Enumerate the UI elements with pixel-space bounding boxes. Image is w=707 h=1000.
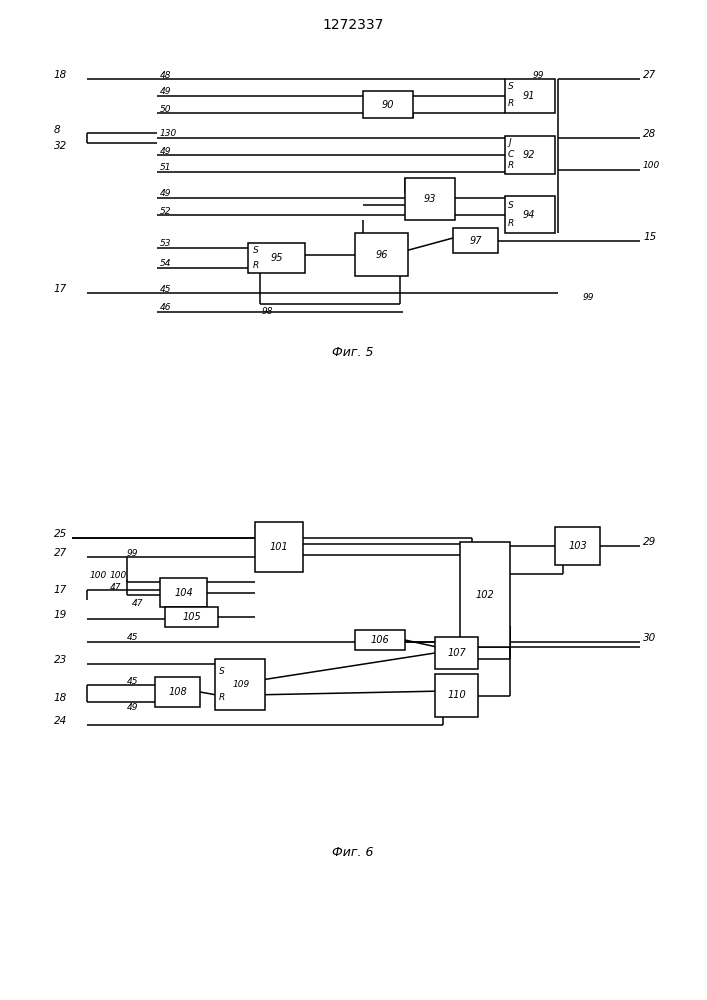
Text: R: R bbox=[508, 161, 514, 170]
Text: 109: 109 bbox=[233, 680, 250, 689]
Text: Фиг. 5: Фиг. 5 bbox=[332, 347, 374, 360]
Text: 50: 50 bbox=[160, 104, 172, 113]
Text: 95: 95 bbox=[271, 253, 284, 263]
Bar bbox=[405, 178, 455, 220]
Bar bbox=[155, 677, 200, 707]
Text: 100: 100 bbox=[90, 572, 107, 580]
Text: 49: 49 bbox=[160, 88, 172, 97]
Text: 49: 49 bbox=[127, 702, 139, 712]
Text: 52: 52 bbox=[160, 207, 172, 216]
Text: Фиг. 6: Фиг. 6 bbox=[332, 846, 374, 858]
Text: 45: 45 bbox=[127, 634, 139, 643]
Text: 54: 54 bbox=[160, 259, 172, 268]
Bar bbox=[255, 522, 303, 572]
Text: 1272337: 1272337 bbox=[322, 18, 384, 32]
Text: 24: 24 bbox=[54, 716, 67, 726]
Bar bbox=[363, 91, 413, 118]
Text: 23: 23 bbox=[54, 655, 67, 665]
Text: 105: 105 bbox=[182, 612, 201, 622]
Text: 98: 98 bbox=[262, 306, 274, 316]
Text: 99: 99 bbox=[533, 70, 544, 80]
Text: 51: 51 bbox=[160, 163, 172, 172]
Text: 8: 8 bbox=[54, 125, 61, 135]
Text: 110: 110 bbox=[447, 690, 466, 700]
Bar bbox=[555, 527, 600, 565]
Text: 18: 18 bbox=[54, 70, 67, 80]
Text: 100: 100 bbox=[643, 161, 660, 170]
Text: 90: 90 bbox=[382, 100, 395, 109]
Text: R: R bbox=[508, 99, 514, 108]
Text: 25: 25 bbox=[54, 529, 67, 539]
Text: 130: 130 bbox=[160, 128, 177, 137]
Bar bbox=[505, 196, 555, 233]
Text: R: R bbox=[253, 261, 259, 270]
Text: 49: 49 bbox=[160, 190, 172, 198]
Text: 108: 108 bbox=[168, 687, 187, 697]
Text: R: R bbox=[219, 693, 226, 702]
Text: 46: 46 bbox=[160, 304, 172, 312]
Text: 45: 45 bbox=[127, 676, 139, 686]
Text: 100: 100 bbox=[110, 572, 127, 580]
Bar bbox=[505, 79, 555, 113]
Text: 101: 101 bbox=[269, 542, 288, 552]
Text: S: S bbox=[253, 246, 259, 255]
Text: 47: 47 bbox=[110, 584, 122, 592]
Text: 30: 30 bbox=[643, 633, 656, 643]
Bar bbox=[165, 607, 218, 627]
Text: 28: 28 bbox=[643, 129, 656, 139]
Text: 32: 32 bbox=[54, 141, 67, 151]
Text: S: S bbox=[508, 201, 514, 210]
Text: 15: 15 bbox=[643, 232, 656, 241]
Text: 104: 104 bbox=[174, 587, 193, 597]
Bar bbox=[453, 228, 498, 253]
Text: 107: 107 bbox=[447, 648, 466, 658]
Text: 49: 49 bbox=[160, 146, 172, 155]
Text: 17: 17 bbox=[54, 284, 67, 294]
Text: 97: 97 bbox=[469, 235, 481, 245]
Text: 27: 27 bbox=[643, 70, 656, 80]
Text: S: S bbox=[219, 667, 225, 676]
Text: 48: 48 bbox=[160, 70, 172, 80]
Bar bbox=[248, 243, 305, 273]
Text: J: J bbox=[508, 138, 510, 147]
Text: 99: 99 bbox=[127, 548, 139, 558]
Bar bbox=[355, 630, 405, 650]
Text: 93: 93 bbox=[423, 194, 436, 204]
Text: 45: 45 bbox=[160, 284, 172, 294]
Text: 94: 94 bbox=[523, 210, 535, 220]
Text: 103: 103 bbox=[568, 541, 587, 551]
Bar bbox=[435, 674, 478, 717]
Bar bbox=[160, 578, 207, 607]
Text: 102: 102 bbox=[476, 589, 494, 599]
Text: 53: 53 bbox=[160, 239, 172, 248]
Text: R: R bbox=[508, 219, 514, 228]
Text: 99: 99 bbox=[583, 292, 595, 302]
Text: 29: 29 bbox=[643, 537, 656, 547]
Text: C: C bbox=[508, 150, 514, 159]
Text: 18: 18 bbox=[54, 693, 67, 703]
Bar bbox=[505, 136, 555, 174]
Bar bbox=[215, 659, 265, 710]
Text: 47: 47 bbox=[132, 598, 144, 607]
Bar bbox=[355, 233, 408, 276]
Text: S: S bbox=[508, 82, 514, 91]
Text: 19: 19 bbox=[54, 610, 67, 620]
Bar bbox=[435, 637, 478, 669]
Text: 92: 92 bbox=[523, 150, 535, 160]
Text: 17: 17 bbox=[54, 585, 67, 595]
Text: 91: 91 bbox=[523, 91, 535, 101]
Text: 27: 27 bbox=[54, 548, 67, 558]
Bar bbox=[460, 542, 510, 647]
Text: 106: 106 bbox=[370, 635, 390, 645]
Text: 96: 96 bbox=[375, 249, 387, 259]
